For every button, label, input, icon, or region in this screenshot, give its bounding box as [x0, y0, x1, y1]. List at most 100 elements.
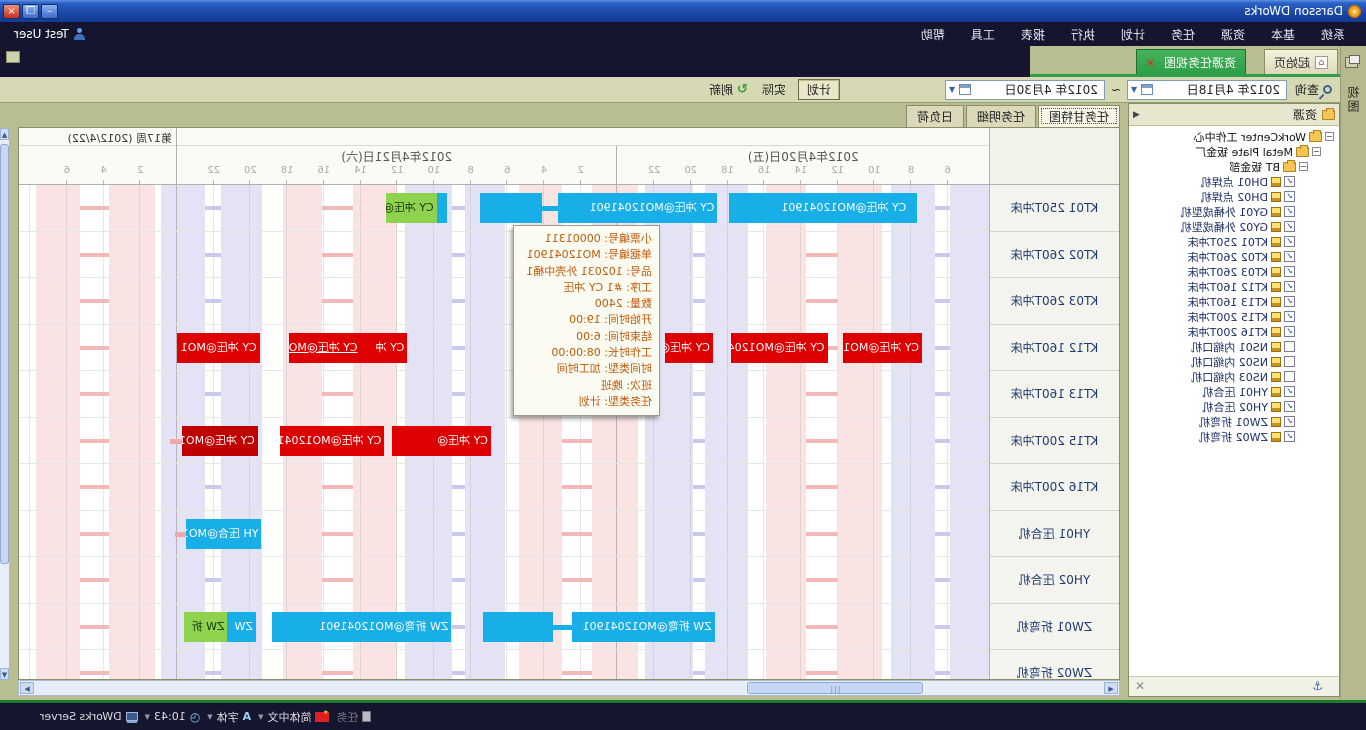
- tree-machine-item[interactable]: ✓ ZW02 折弯机: [1129, 429, 1339, 444]
- date-from-picker[interactable]: 2012年 4月18日 ▼: [1126, 79, 1287, 100]
- status-item-3[interactable]: ◷ 10:43 ▼: [145, 710, 201, 724]
- horizontal-scroll-thumb[interactable]: |||: [747, 682, 923, 694]
- tree-checkbox[interactable]: ✓: [1284, 206, 1295, 217]
- close-button[interactable]: ×: [3, 3, 20, 19]
- tree-checkbox[interactable]: ✓: [1284, 221, 1295, 232]
- tree-machine-item[interactable]: ✓ ZW01 折弯机: [1129, 414, 1339, 429]
- tree-machine-item[interactable]: NS03 内缩口机: [1129, 369, 1339, 384]
- gantt-bar[interactable]: YH 压合@MO1: [186, 518, 262, 549]
- tree-machine-item[interactable]: ✓ KT01 250T冲床: [1129, 234, 1339, 249]
- gantt-bar[interactable]: CY 冲压@MO12041904: [288, 332, 361, 363]
- menu-item-0[interactable]: 系统: [1320, 27, 1345, 42]
- tree-machine-item[interactable]: ✓ KT03 260T冲床: [1129, 264, 1339, 279]
- refresh-button[interactable]: ↻ 刷新: [709, 81, 748, 98]
- gantt-bar[interactable]: CY 冲压@MO12041902: [386, 193, 437, 223]
- gantt-bar[interactable]: ZW 折: [184, 611, 228, 642]
- menu-item-7[interactable]: 工具: [970, 27, 995, 42]
- menu-item-6[interactable]: 报表: [1020, 27, 1045, 42]
- gantt-bar[interactable]: ZW: [227, 611, 256, 642]
- tree-checkbox[interactable]: [1284, 371, 1295, 382]
- tree-machine-item[interactable]: ✓ DH02 点焊机: [1129, 189, 1339, 204]
- scroll-right-icon[interactable]: ▶: [20, 682, 34, 694]
- window-list-icon[interactable]: [6, 51, 20, 63]
- tree-machine-item[interactable]: NS02 内缩口机: [1129, 354, 1339, 369]
- tree-machine-item[interactable]: ✓ YH01 压合机: [1129, 384, 1339, 399]
- tree-checkbox[interactable]: ✓: [1284, 236, 1295, 247]
- gantt-bar[interactable]: [909, 193, 918, 223]
- tree-checkbox[interactable]: ✓: [1284, 416, 1295, 427]
- user-box[interactable]: Test User: [0, 27, 85, 41]
- gantt-bar[interactable]: CY 冲压@MO12041901: [557, 193, 718, 223]
- tree-machine-item[interactable]: ✓ KT13 160T冲床: [1129, 294, 1339, 309]
- gantt-bar[interactable]: [483, 611, 554, 642]
- tree-machine-item[interactable]: ✓ DH01 点焊机: [1129, 174, 1339, 189]
- tree-checkbox[interactable]: ✓: [1284, 191, 1295, 202]
- tree-folder-item[interactable]: − WorkCenter 工作中心: [1129, 129, 1339, 144]
- tree-checkbox[interactable]: ✓: [1284, 401, 1295, 412]
- tree-machine-item[interactable]: ✓ KT15 200T冲床: [1129, 309, 1339, 324]
- minimize-button[interactable]: –: [41, 3, 58, 19]
- tree-machine-item[interactable]: ✓ GY01 外桶成型机: [1129, 204, 1339, 219]
- tree-machine-item[interactable]: NS01 内缩口机: [1129, 339, 1339, 354]
- gantt-bar[interactable]: [169, 438, 182, 444]
- menu-item-8[interactable]: 帮助: [920, 27, 945, 42]
- status-item-0[interactable]: 任务: [337, 709, 372, 725]
- status-item-2[interactable]: A 字体 ▼: [207, 709, 251, 725]
- actual-toggle-button[interactable]: 实际: [761, 83, 786, 97]
- gantt-bar[interactable]: [175, 531, 187, 537]
- chevron-down-icon[interactable]: ▼: [948, 85, 956, 94]
- tree-checkbox[interactable]: ✓: [1284, 311, 1295, 322]
- gantt-bar[interactable]: CY 冲压@MO1: [181, 425, 258, 456]
- tree-machine-item[interactable]: ✓ GY02 外桶成型机: [1129, 219, 1339, 234]
- scroll-left-icon[interactable]: ◀: [1104, 682, 1118, 694]
- view-tab-1[interactable]: 任务明细: [965, 105, 1036, 127]
- gantt-bar[interactable]: [553, 624, 573, 630]
- panel-close-icon[interactable]: ✕: [1135, 679, 1146, 693]
- gantt-bar[interactable]: CY 冲压@MO12041901: [729, 193, 910, 223]
- tree-folder-item[interactable]: − Metal Plate 钣金厂: [1129, 144, 1339, 159]
- gantt-bar[interactable]: [479, 193, 543, 223]
- gantt-bar[interactable]: CY 冲压@MO12041903: [279, 425, 385, 456]
- chevron-down-icon[interactable]: ▼: [258, 712, 264, 721]
- scroll-down-icon[interactable]: ▼: [0, 668, 9, 680]
- tree-machine-item[interactable]: ✓ KT02 260T冲床: [1129, 249, 1339, 264]
- tree-expand-icon[interactable]: −: [1325, 132, 1334, 141]
- tree-machine-item[interactable]: ✓ KT12 160T冲床: [1129, 279, 1339, 294]
- menu-item-4[interactable]: 计划: [1120, 27, 1145, 42]
- gantt-bar[interactable]: [542, 206, 558, 211]
- tab-close-icon[interactable]: ×: [1145, 55, 1155, 69]
- tab-resource-task-view[interactable]: 资源任务视图 ×: [1135, 49, 1246, 74]
- horizontal-scrollbar[interactable]: ◀ ||| ▶: [18, 680, 1120, 696]
- chevron-down-icon[interactable]: ▼: [144, 712, 151, 721]
- tree-checkbox[interactable]: ✓: [1284, 251, 1295, 262]
- tree-checkbox[interactable]: [1284, 341, 1295, 352]
- collapse-panel-icon[interactable]: ◀: [1133, 109, 1140, 120]
- gantt-bar[interactable]: ZW 折弯@MO12041901: [271, 611, 452, 642]
- date-to-picker[interactable]: 2012年 4月30日 ▼: [944, 79, 1105, 100]
- tree-checkbox[interactable]: [1284, 356, 1295, 367]
- status-item-1[interactable]: 简体中文▼: [258, 709, 330, 725]
- tree-checkbox[interactable]: ✓: [1284, 431, 1295, 442]
- menu-item-3[interactable]: 任务: [1170, 27, 1195, 42]
- tree-checkbox[interactable]: ✓: [1284, 176, 1295, 187]
- tree-machine-item[interactable]: ✓ KT16 200T冲床: [1129, 324, 1339, 339]
- menu-item-5[interactable]: 执行: [1070, 27, 1095, 42]
- gantt-bar[interactable]: CY 冲压@MO12041904: [731, 332, 828, 363]
- gantt-bar[interactable]: [436, 193, 447, 223]
- gantt-bar[interactable]: ZW 折弯@MO12041901: [572, 611, 715, 642]
- gantt-bar[interactable]: CY 冲压@: [391, 425, 491, 456]
- plan-toggle-button[interactable]: 计划: [797, 79, 840, 100]
- menu-item-2[interactable]: 资源: [1220, 27, 1245, 42]
- pin-icon[interactable]: ⚓: [1312, 679, 1323, 693]
- status-item-4[interactable]: DWorks Server: [40, 710, 138, 723]
- chevron-down-icon[interactable]: ▼: [207, 712, 213, 721]
- vertical-scroll-thumb[interactable]: [0, 144, 9, 564]
- tree-checkbox[interactable]: ✓: [1284, 296, 1295, 307]
- gantt-bar[interactable]: CY 冲压@: [665, 332, 713, 363]
- restore-button[interactable]: ❐: [22, 3, 39, 19]
- chevron-down-icon[interactable]: ▼: [1130, 85, 1138, 94]
- tree-checkbox[interactable]: ✓: [1284, 281, 1295, 292]
- view-tab-2[interactable]: 日负荷: [905, 105, 964, 127]
- tree-checkbox[interactable]: ✓: [1284, 326, 1295, 337]
- gantt-bar[interactable]: CY 冲: [360, 332, 408, 363]
